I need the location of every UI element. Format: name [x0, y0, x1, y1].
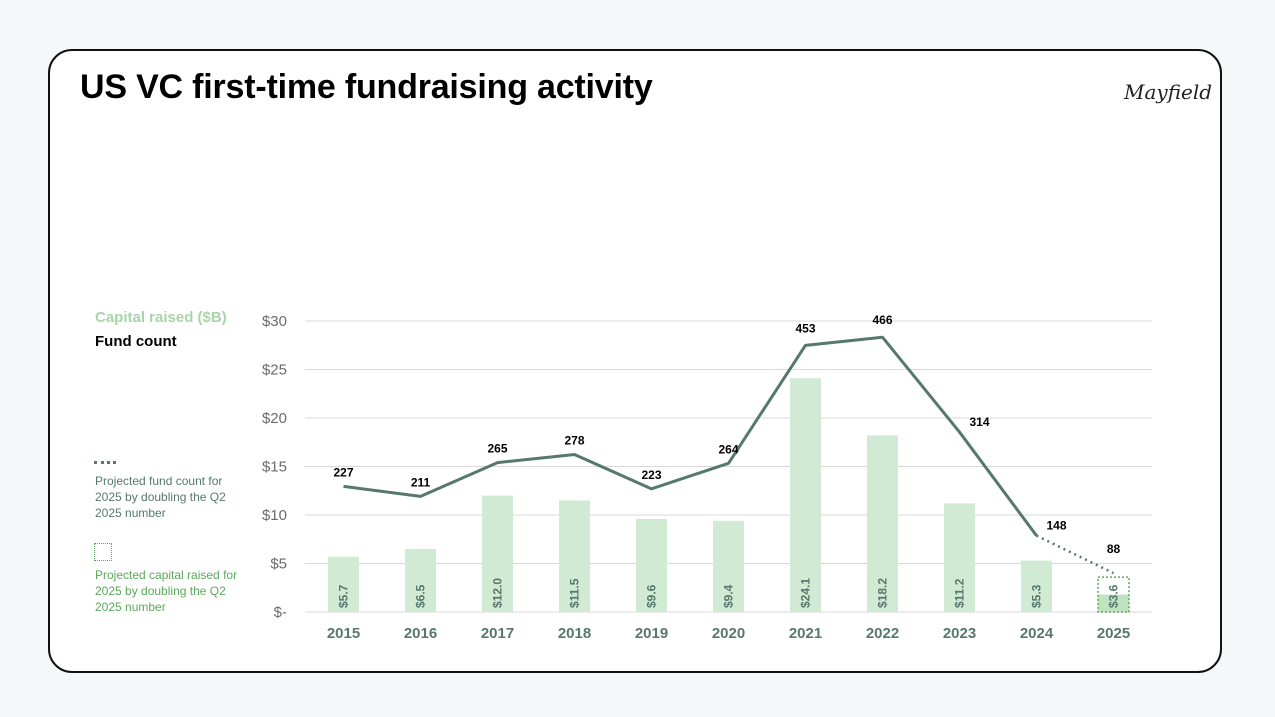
x-category-label: 2023 [943, 625, 976, 642]
fund-count-label: 264 [718, 442, 738, 456]
bar-data-label: $6.5 [414, 584, 428, 608]
bar-data-label: $9.6 [645, 584, 659, 608]
legend-capital-raised: Capital raised ($B) [95, 309, 227, 326]
y-tick-label: $10 [262, 507, 287, 524]
bar-data-label: $18.2 [876, 578, 890, 608]
fund-count-label: 314 [970, 415, 990, 429]
bar [405, 548, 436, 612]
bar-data-label: $9.4 [722, 584, 736, 608]
y-tick-label: $- [274, 604, 287, 621]
page-title: US VC first-time fundraising activity [80, 68, 653, 106]
fund-count-label: 211 [411, 475, 431, 489]
bar-data-label: $12.0 [491, 578, 505, 608]
fund-count-label: 227 [333, 465, 353, 479]
x-category-label: 2024 [1020, 625, 1054, 642]
bar [1098, 594, 1129, 612]
x-category-label: 2025 [1097, 625, 1130, 642]
fund-count-label: 466 [872, 313, 892, 327]
x-category-label: 2022 [866, 625, 899, 642]
bar [944, 503, 975, 612]
x-category-label: 2015 [327, 625, 360, 642]
x-category-label: 2016 [404, 625, 437, 642]
projected-fund-count-note: Projected fund count for 2025 by doublin… [95, 474, 226, 520]
y-tick-label: $20 [262, 410, 287, 427]
x-category-label: 2017 [481, 625, 514, 642]
bar-data-label: $5.3 [1030, 584, 1044, 608]
fund-count-label: 453 [795, 321, 815, 335]
bar [559, 500, 590, 612]
bar-data-label: $11.2 [953, 578, 967, 608]
bar [636, 518, 667, 612]
bar-data-label: $24.1 [799, 578, 813, 608]
x-category-label: 2018 [558, 625, 591, 642]
y-tick-label: $30 [262, 313, 287, 330]
y-tick-label: $5 [270, 556, 287, 573]
fund-count-line [343, 335, 1038, 537]
bar [790, 378, 821, 612]
fund-count-label: 88 [1107, 542, 1121, 556]
x-category-label: 2019 [635, 625, 668, 642]
fund-count-label: 265 [487, 442, 507, 456]
projected-bar-swatch [94, 543, 112, 561]
bar [328, 556, 359, 612]
x-category-label: 2021 [789, 625, 822, 642]
bar [1021, 560, 1052, 612]
bar-data-label: $11.5 [568, 578, 582, 608]
projected-bar [1097, 576, 1130, 613]
x-category-label: 2020 [712, 625, 745, 642]
y-tick-label: $25 [262, 362, 287, 379]
projected-line-swatch [94, 461, 116, 464]
projected-fund-count-line [1035, 534, 1115, 575]
bar-data-label: $5.7 [337, 584, 351, 608]
y-tick-label: $15 [262, 459, 287, 476]
mayfield-logo: Mayfield [1124, 80, 1213, 104]
projected-capital-note: Projected capital raised for 2025 by dou… [95, 568, 238, 614]
legend-fund-count: Fund count [95, 333, 177, 350]
fund-count-label: 148 [1047, 519, 1067, 533]
bar [713, 520, 744, 612]
bar [867, 435, 898, 612]
fund-count-label: 278 [564, 434, 584, 448]
bar [482, 495, 513, 612]
fund-count-label: 223 [641, 468, 661, 482]
bar-data-label: $3.6 [1107, 584, 1121, 608]
